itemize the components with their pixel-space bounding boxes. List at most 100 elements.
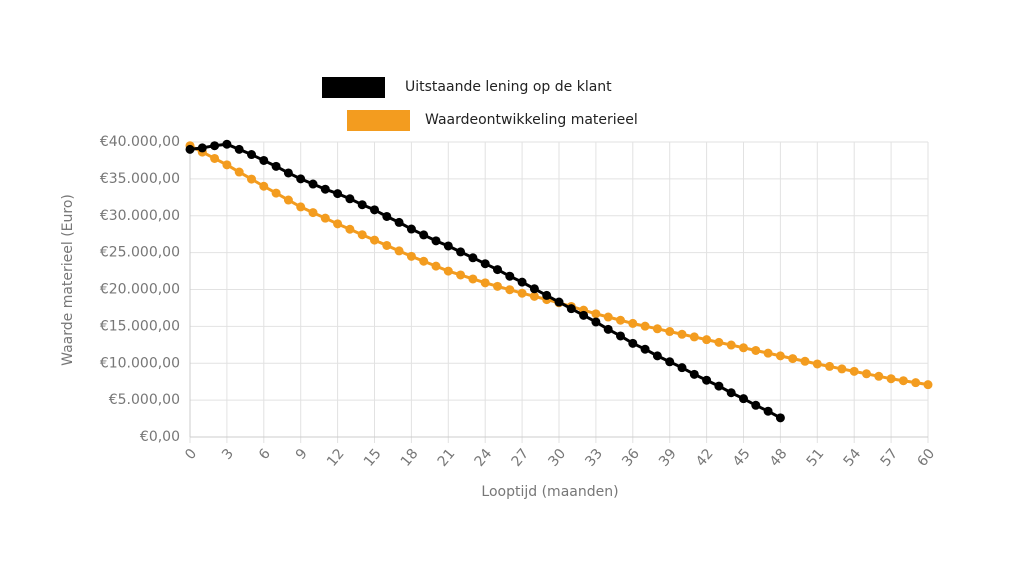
data-point [702, 335, 712, 345]
data-point [247, 150, 256, 160]
x-tick-label: 21 [435, 446, 459, 470]
data-point [689, 369, 699, 379]
data-point [234, 144, 244, 154]
data-point [566, 304, 576, 314]
x-tick-label: 0 [182, 446, 200, 463]
data-point [456, 247, 466, 257]
data-point [406, 251, 416, 261]
x-tick-label: 39 [656, 446, 680, 470]
y-axis-label: Waarde materieel (Euro) [60, 194, 76, 366]
data-point [370, 205, 379, 215]
data-point [259, 155, 269, 165]
data-point [616, 315, 625, 325]
x-tick-label: 54 [841, 446, 865, 470]
data-point [443, 266, 453, 276]
data-point [763, 406, 773, 416]
data-point [493, 265, 502, 275]
data-point [382, 240, 392, 250]
data-point [283, 195, 293, 205]
data-point [591, 309, 601, 319]
data-point [677, 363, 687, 373]
data-point [529, 284, 539, 294]
data-point [726, 388, 736, 398]
data-point [480, 259, 490, 269]
x-tick-label: 48 [767, 446, 791, 470]
data-point [739, 394, 748, 404]
data-point [271, 161, 281, 171]
x-tick-label: 27 [509, 446, 533, 470]
data-point [370, 235, 379, 245]
data-point [603, 324, 613, 334]
data-point [320, 213, 330, 223]
data-point [271, 188, 281, 198]
data-point [382, 211, 392, 221]
data-point [800, 356, 810, 366]
data-point [591, 317, 601, 327]
data-point [210, 141, 220, 151]
data-point [603, 312, 613, 322]
data-point [739, 343, 748, 353]
y-tick-label: €20.000,00 [100, 282, 180, 298]
x-tick-label: 12 [324, 446, 348, 470]
data-point [874, 371, 884, 381]
y-tick-label: €35.000,00 [100, 171, 180, 187]
data-point [652, 324, 662, 334]
data-point [419, 256, 429, 266]
data-point [320, 184, 330, 194]
data-point [788, 354, 798, 364]
x-tick-label: 3 [219, 446, 237, 463]
y-tick-label: €30.000,00 [100, 208, 180, 224]
data-point [579, 310, 589, 320]
data-point [763, 348, 773, 358]
data-point [775, 413, 785, 423]
data-point [677, 329, 687, 339]
data-point [542, 290, 552, 300]
data-point [714, 381, 724, 391]
data-point [357, 200, 367, 210]
data-point [222, 160, 232, 170]
data-point [283, 168, 293, 178]
x-tick-label: 30 [545, 446, 569, 470]
data-point [222, 139, 232, 149]
data-point [923, 380, 933, 390]
legend-label: Uitstaande lening op de klant [405, 79, 612, 95]
y-tick-label: €15.000,00 [100, 318, 180, 334]
legend-swatch [347, 110, 410, 131]
data-point [419, 230, 429, 240]
x-tick-label: 33 [582, 446, 606, 470]
data-point [394, 246, 404, 256]
data-point [628, 338, 638, 348]
y-tick-label: €5.000,00 [109, 392, 180, 408]
data-point [480, 278, 490, 288]
data-point [493, 281, 502, 291]
data-point [862, 369, 871, 379]
data-point [456, 270, 466, 280]
data-point [345, 194, 355, 204]
y-tick-label: €40.000,00 [100, 134, 180, 150]
data-point [726, 340, 736, 350]
data-point [812, 359, 822, 369]
data-point [247, 174, 256, 184]
data-point [210, 153, 220, 163]
data-point [825, 361, 835, 371]
x-tick-label: 60 [914, 446, 938, 470]
data-point [468, 253, 478, 263]
x-tick-label: 18 [398, 446, 422, 470]
data-point [197, 143, 207, 153]
legend-swatch [322, 77, 385, 98]
data-point [431, 236, 441, 246]
data-point [689, 332, 699, 342]
data-point [751, 345, 761, 355]
x-tick-label: 57 [878, 446, 902, 470]
x-tick-label: 6 [256, 446, 274, 463]
y-tick-label: €25.000,00 [100, 245, 180, 261]
x-tick-label: 51 [804, 446, 828, 470]
x-tick-label: 45 [730, 446, 754, 470]
data-point [308, 179, 318, 189]
data-point [616, 331, 625, 341]
data-point [345, 224, 355, 234]
data-point [333, 219, 343, 229]
data-point [406, 224, 416, 234]
legend-label: Waardeontwikkeling materieel [425, 112, 638, 128]
x-tick-label: 36 [619, 446, 643, 470]
